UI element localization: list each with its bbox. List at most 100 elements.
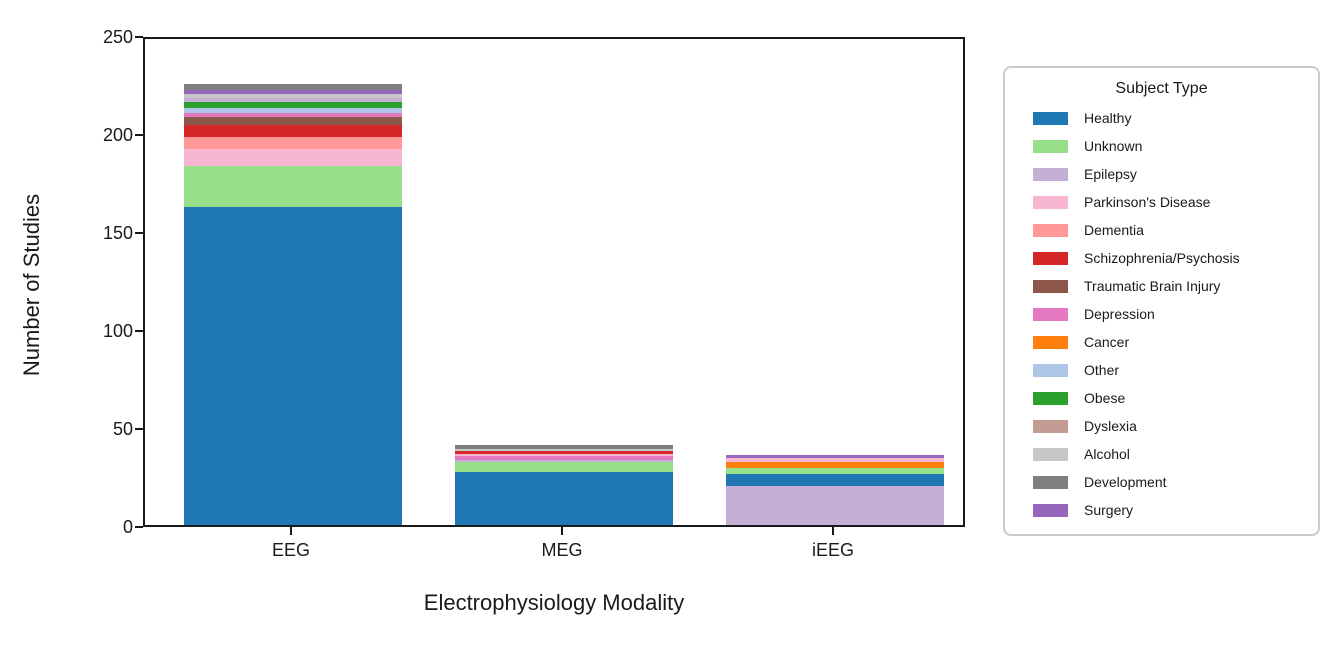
legend-item-Alcohol: Alcohol <box>1005 440 1318 468</box>
bar-segment-Healthy <box>455 472 673 525</box>
legend-swatch <box>1033 195 1068 209</box>
legend-swatch <box>1033 279 1068 293</box>
y-tick-mark <box>135 36 143 38</box>
legend-swatch <box>1033 251 1068 265</box>
legend-item-Dementia: Dementia <box>1005 216 1318 244</box>
bar-EEG <box>184 84 402 525</box>
legend-box: Subject Type Healthy Unknown Epilepsy Parki… <box>1003 66 1320 536</box>
legend-swatch <box>1033 111 1068 125</box>
legend-label: Parkinson's Disease <box>1084 194 1211 210</box>
bar-segment-Depression <box>455 456 673 461</box>
legend-item-Depression: Depression <box>1005 300 1318 328</box>
legend-swatch <box>1033 419 1068 433</box>
legend-label: Other <box>1084 362 1120 378</box>
y-tick-label: 250 <box>102 27 133 47</box>
legend-title: Subject Type <box>1115 80 1208 97</box>
legend-item-Schizophrenia/Psychosis: Schizophrenia/Psychosis <box>1005 244 1318 272</box>
bar-segment-Epilepsy <box>184 97 402 102</box>
bar-segment-Schizophrenia/Psychosis <box>184 125 402 137</box>
legend-label: Epilepsy <box>1084 166 1137 182</box>
legend-item-Unknown: Unknown <box>1005 132 1318 160</box>
y-tick-label: 150 <box>102 223 133 243</box>
y-tick-label: 0 <box>122 517 133 537</box>
legend-label: Surgery <box>1084 502 1134 518</box>
legend-label: Unknown <box>1084 138 1143 154</box>
legend-item-Epilepsy: Epilepsy <box>1005 160 1318 188</box>
bar-segment-Parkinson's Disease <box>455 454 673 457</box>
legend-label: Cancer <box>1084 334 1130 350</box>
legend-item-Surgery: Surgery <box>1005 496 1318 524</box>
legend-item-Parkinson's Disease: Parkinson's Disease <box>1005 188 1318 216</box>
legend-item-Other: Other <box>1005 356 1318 384</box>
x-tick-mark <box>561 527 563 535</box>
legend-item-Healthy: Healthy <box>1005 104 1318 132</box>
legend-item-Traumatic Brain Injury: Traumatic Brain Injury <box>1005 272 1318 300</box>
legend-label: Healthy <box>1084 110 1132 126</box>
y-axis-label: Number of Studies <box>19 193 44 377</box>
bar-segment-Alcohol <box>184 93 402 98</box>
bar-segment-Healthy <box>184 207 402 525</box>
legend-swatch <box>1033 167 1068 181</box>
x-tick-label-iEEG: iEEG <box>811 540 854 560</box>
legend-swatch <box>1033 223 1068 237</box>
bar-segment-Dementia <box>184 136 402 149</box>
bar-segment-Surgery <box>726 454 944 459</box>
y-tick-mark <box>135 232 143 234</box>
legend-label: Development <box>1084 474 1167 490</box>
bar-segment-Surgery <box>184 90 402 94</box>
legend-label: Obese <box>1084 390 1126 406</box>
bar-segment-Development <box>184 84 402 90</box>
bar-segment-Parkinson's Disease <box>184 148 402 167</box>
legend-swatch <box>1033 475 1068 489</box>
legend-swatch <box>1033 363 1068 377</box>
legend-label: Dyslexia <box>1084 418 1137 434</box>
legend-swatch <box>1033 447 1068 461</box>
y-tick-label: 200 <box>102 125 133 145</box>
legend-swatch <box>1033 503 1068 517</box>
bar-segment-Schizophrenia/Psychosis <box>455 450 673 455</box>
y-tick-label: 100 <box>102 321 133 341</box>
bar-segment-Development <box>455 444 673 449</box>
legend-item-Obese: Obese <box>1005 384 1318 412</box>
bar-segment-Unknown <box>726 468 944 475</box>
legend-swatch <box>1033 139 1068 153</box>
bar-segment-Parkinson's Disease <box>726 458 944 463</box>
bar-MEG <box>455 444 673 525</box>
bar-segment-Other <box>184 107 402 114</box>
bar-segment-Unknown <box>184 166 402 208</box>
legend-label: Alcohol <box>1084 446 1130 462</box>
legend-items: Healthy Unknown Epilepsy Parkinson's Diseas… <box>1005 104 1318 524</box>
x-axis-label: Electrophysiology Modality <box>423 590 685 615</box>
x-tick-mark <box>290 527 292 535</box>
legend-swatch <box>1033 335 1068 349</box>
legend-swatch <box>1033 307 1068 321</box>
legend-label: Traumatic Brain Injury <box>1084 278 1221 294</box>
y-tick-mark <box>135 330 143 332</box>
x-tick-label-MEG: MEG <box>541 540 583 560</box>
legend-label: Schizophrenia/Psychosis <box>1084 250 1240 266</box>
bar-segment-Depression <box>184 113 402 118</box>
x-tick-mark <box>832 527 834 535</box>
bar-segment-Unknown <box>455 462 673 473</box>
y-tick-mark <box>135 526 143 528</box>
bar-segment-Cancer <box>726 462 944 469</box>
bar-segment-Epilepsy <box>455 460 673 463</box>
legend-item-Development: Development <box>1005 468 1318 496</box>
y-tick-mark <box>135 428 143 430</box>
plot-area <box>143 37 965 527</box>
y-tick-label: 50 <box>112 419 133 439</box>
legend-item-Dyslexia: Dyslexia <box>1005 412 1318 440</box>
bar-iEEG <box>726 454 944 525</box>
legend-swatch <box>1033 391 1068 405</box>
x-tick-label-EEG: EEG <box>271 540 310 560</box>
bar-segment-Healthy <box>726 474 944 486</box>
bar-segment-Traumatic Brain Injury <box>184 117 402 126</box>
bar-segment-Alcohol <box>455 448 673 451</box>
bar-segment-Obese <box>184 101 402 108</box>
bar-segment-Epilepsy <box>726 485 944 525</box>
legend-label: Dementia <box>1084 222 1144 238</box>
legend-label: Depression <box>1084 306 1155 322</box>
legend-item-Cancer: Cancer <box>1005 328 1318 356</box>
y-tick-mark <box>135 134 143 136</box>
